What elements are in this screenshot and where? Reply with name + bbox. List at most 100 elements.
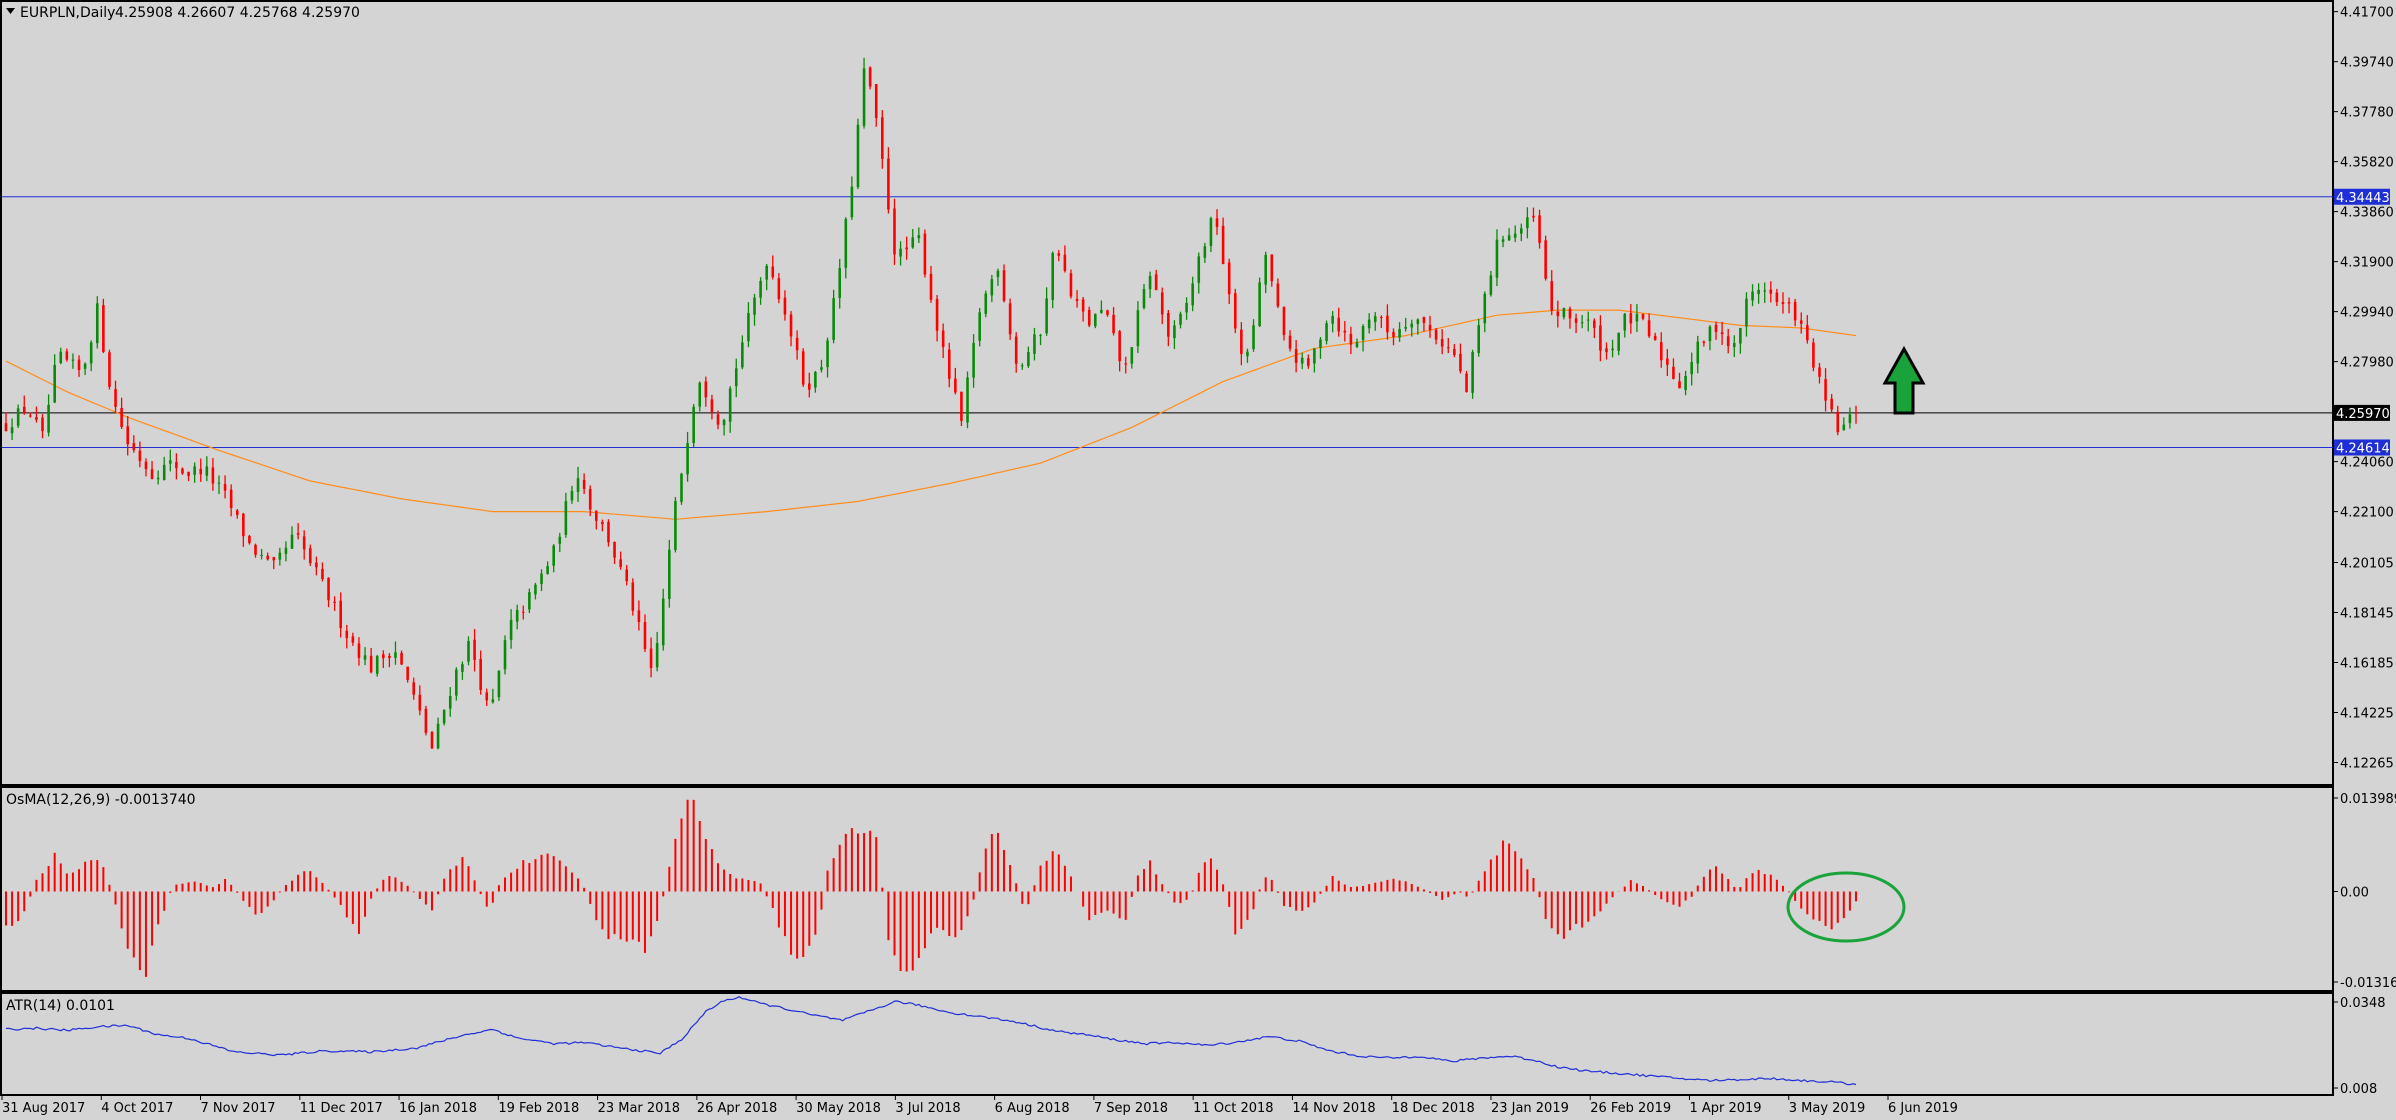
candle-body — [1538, 215, 1541, 243]
candle-body — [181, 468, 184, 474]
candle-body — [1507, 235, 1511, 241]
level-tag-support: 4.24614 — [2336, 441, 2390, 456]
candle-body — [1672, 366, 1675, 379]
candle-body — [1075, 298, 1079, 301]
candle-body — [1556, 311, 1560, 317]
candle-body — [1513, 233, 1517, 238]
candle-body — [905, 247, 908, 250]
time-tick-label: 31 Aug 2017 — [2, 1101, 85, 1116]
candle-body — [1611, 348, 1614, 351]
candle-body — [1775, 292, 1779, 303]
candle-body — [1398, 329, 1401, 338]
candle-body — [406, 666, 409, 680]
osma-tick-label: 0.00 — [2340, 886, 2369, 901]
time-tick-label: 11 Dec 2017 — [300, 1101, 383, 1116]
candle-body — [1380, 316, 1383, 318]
time-tick-label: 6 Jun 2019 — [1888, 1101, 1958, 1116]
candle-body — [826, 340, 829, 368]
candle-body — [1106, 310, 1109, 315]
dropdown-triangle-icon[interactable] — [6, 8, 15, 14]
candle-body — [199, 468, 203, 475]
candle-body — [1751, 291, 1754, 301]
candle-body — [795, 337, 799, 351]
candle-body — [935, 298, 939, 331]
candle-body — [1848, 414, 1852, 424]
candle-body — [1647, 320, 1651, 337]
candle-body — [1367, 319, 1371, 329]
candle-body — [601, 521, 604, 525]
candle-body — [747, 313, 750, 342]
candle-body — [777, 278, 781, 300]
candle-body — [984, 293, 988, 314]
price-tick-label: 4.41700 — [2340, 6, 2394, 21]
candle-body — [941, 330, 945, 348]
candle-body — [1410, 323, 1414, 328]
candle-body — [862, 68, 866, 126]
candle-body — [704, 381, 708, 398]
ma-line — [5, 309, 1857, 520]
price-tick-label: 4.20105 — [2340, 557, 2394, 572]
candle-body — [1629, 313, 1633, 324]
candle-body — [1666, 358, 1669, 365]
candle-body — [83, 363, 87, 369]
candle-body — [1568, 308, 1572, 319]
candles — [4, 57, 1858, 750]
candle-body — [1605, 348, 1608, 353]
candle-body — [899, 248, 902, 257]
candle-body — [820, 367, 823, 370]
candle-body — [917, 235, 921, 239]
candle-body — [1599, 325, 1602, 351]
candle-body — [1197, 256, 1201, 283]
candle-body — [1288, 335, 1292, 349]
time-tick-label: 16 Jan 2018 — [399, 1101, 477, 1116]
candle-body — [442, 709, 446, 724]
atr-line — [6, 996, 1857, 1086]
atr-axis-ticks: 0.0348 0.008 — [2333, 996, 2386, 1097]
candle-body — [1635, 313, 1639, 322]
candle-body — [175, 462, 178, 469]
candle-body — [418, 694, 422, 711]
candle-body — [357, 643, 361, 658]
candle-body — [1495, 239, 1499, 278]
candle-body — [169, 460, 172, 464]
candle-body — [229, 489, 233, 509]
time-tick-label: 23 Mar 2018 — [598, 1101, 680, 1116]
candle-body — [1136, 310, 1140, 347]
candle-body — [382, 654, 385, 659]
candle-body — [260, 554, 263, 556]
candle-body — [430, 731, 434, 749]
candle-body — [868, 67, 872, 87]
candle-body — [1100, 309, 1103, 313]
candle-body — [1501, 239, 1505, 242]
candle-body — [1276, 283, 1280, 307]
time-tick-label: 7 Nov 2017 — [201, 1101, 276, 1116]
candle-body — [1392, 331, 1395, 337]
candle-body — [1051, 253, 1055, 300]
osma-layer — [5, 799, 1857, 977]
candle-body — [412, 682, 416, 695]
candle-body — [35, 417, 38, 420]
time-tick-label: 3 Jul 2018 — [895, 1101, 960, 1116]
candle-body — [1020, 365, 1024, 367]
candle-body — [1033, 334, 1036, 354]
candle-body — [893, 208, 896, 255]
candle-body — [1842, 424, 1846, 431]
symbol-label: EURPLN,Daily — [20, 5, 115, 21]
candle-body — [102, 305, 105, 352]
candle-body — [515, 609, 519, 622]
candle-body — [1185, 302, 1188, 313]
candle-body — [1659, 342, 1663, 361]
candle-body — [558, 536, 562, 544]
time-tick-label: 19 Feb 2018 — [498, 1101, 579, 1116]
candle-body — [1726, 336, 1730, 347]
candle-body — [394, 652, 397, 658]
candle-body — [1069, 273, 1073, 297]
symbol-header: EURPLN,Daily 4.25908 4.26607 4.25768 4.2… — [6, 5, 360, 21]
candle-body — [1282, 307, 1286, 335]
candle-body — [1763, 290, 1767, 292]
candle-body — [491, 699, 495, 703]
candle-body — [1343, 330, 1347, 333]
candle-body — [1720, 332, 1724, 335]
candle-body — [315, 562, 318, 568]
